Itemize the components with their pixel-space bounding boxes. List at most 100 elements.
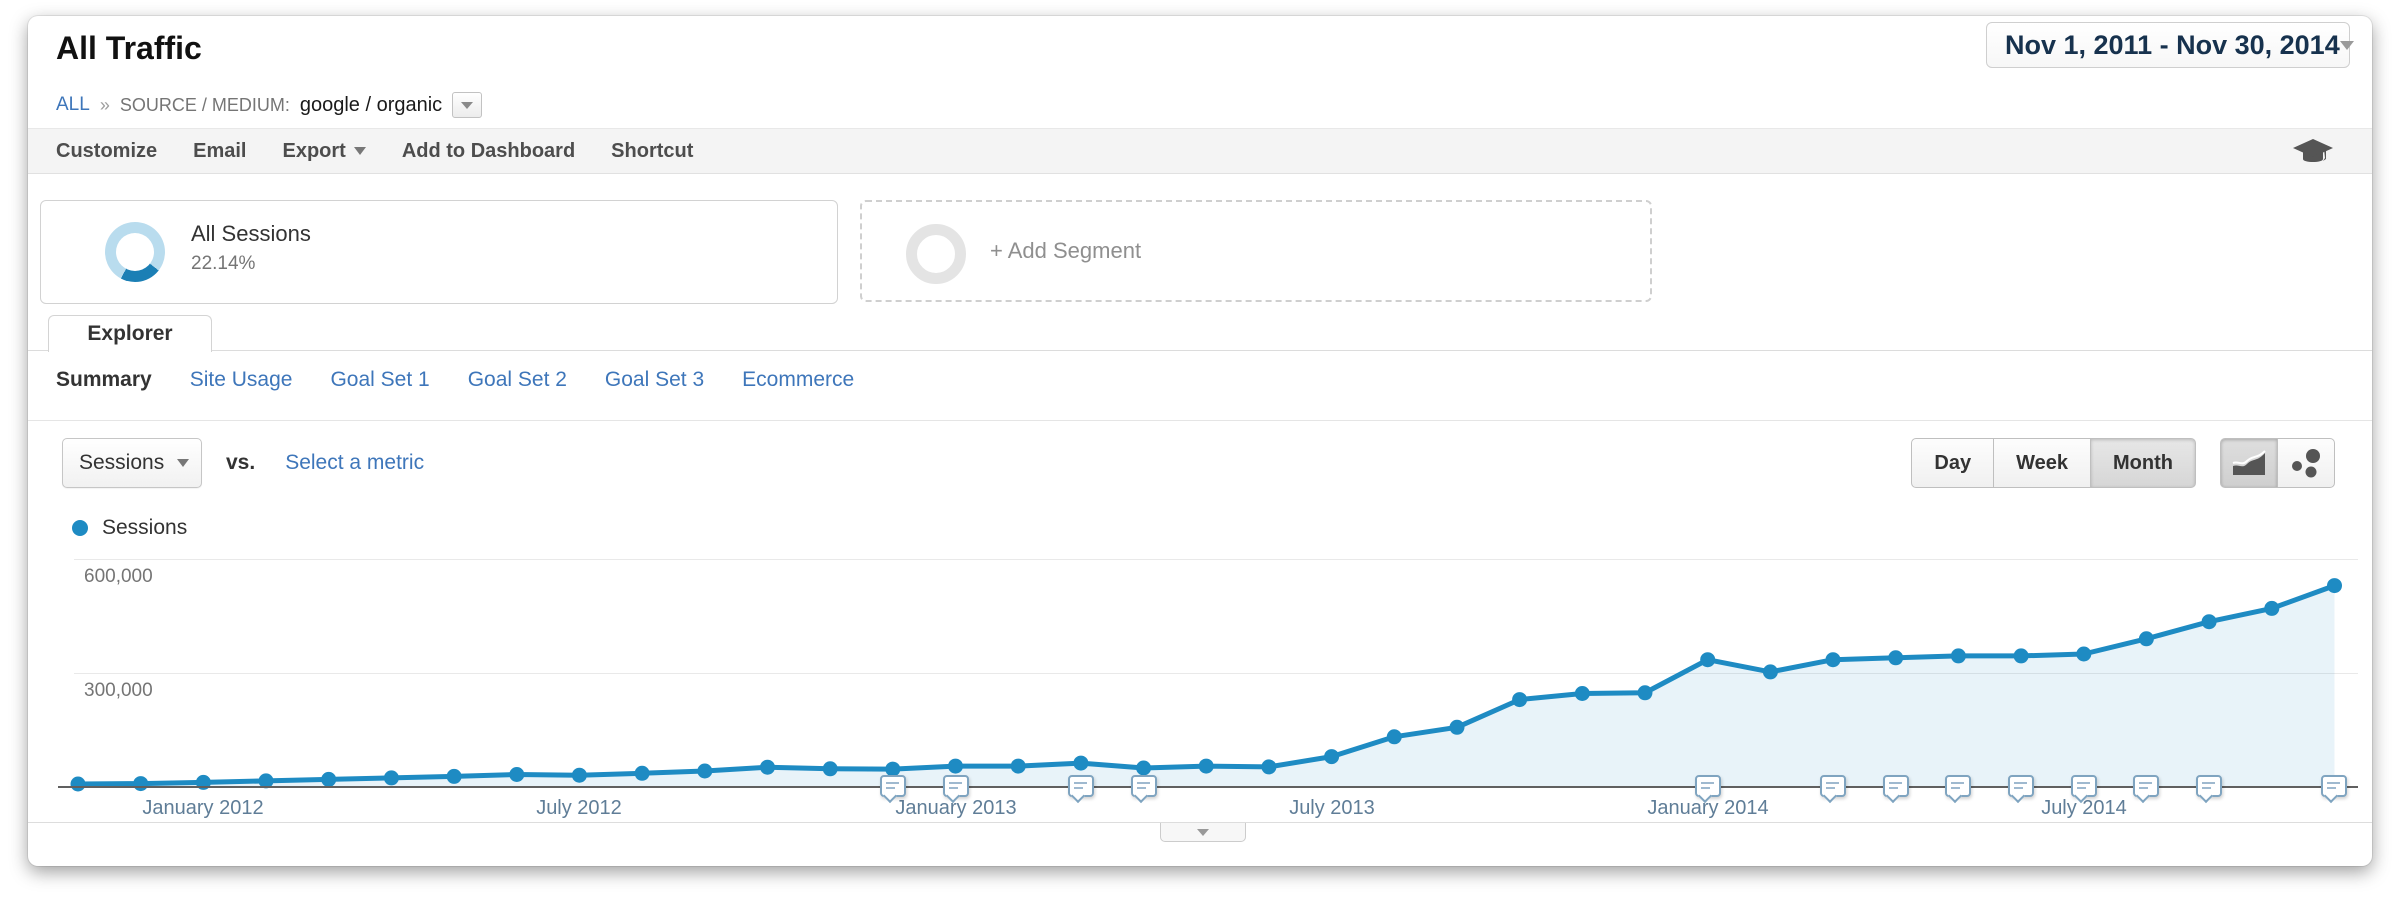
breadcrumb-dropdown-button[interactable] <box>452 92 483 118</box>
tab-explorer-label: Explorer <box>87 322 173 345</box>
toolbar-item-add-to-dashboard[interactable]: Add to Dashboard <box>402 140 575 163</box>
annotation-marker-nov-2014[interactable] <box>2321 775 2347 804</box>
select-metric-link[interactable]: Select a metric <box>285 451 425 474</box>
y-tick-label: 300,000 <box>84 680 153 701</box>
data-point-aug-2014[interactable] <box>2138 631 2154 647</box>
chevron-down-icon <box>1197 828 1209 836</box>
toolbar-item-label: Email <box>193 139 247 162</box>
annotation-marker-jul-2014[interactable] <box>2071 775 2097 804</box>
chart-bottom-divider <box>28 822 2372 823</box>
data-point-mar-2012[interactable] <box>321 771 337 787</box>
data-point-sep-2012[interactable] <box>697 763 713 779</box>
data-point-jan-2013[interactable] <box>948 758 963 774</box>
date-range-selector[interactable]: Nov 1, 2011 - Nov 30, 2014 <box>1986 22 2354 68</box>
annotation-marker-apr-2013[interactable] <box>1131 775 1157 804</box>
data-point-nov-2014[interactable] <box>2327 578 2342 594</box>
annotation-line <box>1137 782 1150 784</box>
data-point-apr-2013[interactable] <box>1136 760 1152 776</box>
annotation-line <box>1889 787 1898 789</box>
data-point-aug-2012[interactable] <box>634 765 650 781</box>
motion-chart-button[interactable] <box>2277 438 2335 488</box>
data-point-apr-2012[interactable] <box>383 770 399 786</box>
data-point-mar-2013[interactable] <box>1073 755 1089 771</box>
subtab-goal-set-1[interactable]: Goal Set 1 <box>330 368 430 391</box>
granularity-button-day[interactable]: Day <box>1911 438 1995 488</box>
data-point-feb-2012[interactable] <box>258 773 274 789</box>
chevron-down-icon <box>353 147 366 155</box>
granularity-button-month[interactable]: Month <box>2090 438 2196 488</box>
data-point-jul-2013[interactable] <box>1324 749 1340 765</box>
annotation-line <box>1826 787 1835 789</box>
annotation-marker-may-2014[interactable] <box>1945 775 1971 804</box>
metric-bar: Sessions vs. Select a metric <box>28 421 2372 505</box>
data-point-jul-2012[interactable] <box>571 767 587 783</box>
data-point-nov-2012[interactable] <box>822 761 838 777</box>
x-axis-line <box>58 786 2358 788</box>
data-point-jun-2014[interactable] <box>2013 648 2029 664</box>
toolbar-item-export[interactable]: Export <box>282 140 366 163</box>
data-point-dec-2013[interactable] <box>1637 685 1653 701</box>
toolbar-item-customize[interactable]: Customize <box>56 140 157 163</box>
tab-explorer[interactable]: Explorer <box>48 315 212 352</box>
data-point-feb-2014[interactable] <box>1762 664 1778 680</box>
data-point-jan-2014[interactable] <box>1700 652 1716 668</box>
segment-all-sessions[interactable]: All Sessions 22.14% <box>40 200 838 304</box>
data-point-sep-2014[interactable] <box>2201 614 2217 630</box>
gridline <box>74 559 2358 560</box>
data-point-jun-2012[interactable] <box>509 767 525 782</box>
annotation-marker-jun-2014[interactable] <box>2008 775 2034 804</box>
chart-area-fill <box>78 585 2335 787</box>
granularity-button-week[interactable]: Week <box>1993 438 2092 488</box>
data-point-may-2012[interactable] <box>446 768 462 784</box>
annotation-line <box>2202 782 2215 784</box>
add-segment-button[interactable]: + Add Segment <box>860 200 1652 302</box>
annotation-line <box>1701 787 1710 789</box>
annotation-marker-apr-2014[interactable] <box>1883 775 1909 804</box>
breadcrumb-all-link[interactable]: ALL <box>56 94 90 115</box>
annotation-line <box>2327 787 2336 789</box>
annotation-marker-aug-2014[interactable] <box>2133 775 2159 804</box>
data-point-dec-2011[interactable] <box>133 776 149 792</box>
data-point-aug-2013[interactable] <box>1386 729 1402 745</box>
subtab-summary[interactable]: Summary <box>56 368 152 391</box>
x-tick-label: July 2013 <box>1289 797 1375 819</box>
y-tick-label: 600,000 <box>84 566 153 587</box>
data-point-dec-2012[interactable] <box>885 761 901 777</box>
data-point-apr-2014[interactable] <box>1888 650 1904 666</box>
line-chart-button[interactable] <box>2220 438 2278 488</box>
annotation-marker-jan-2014[interactable] <box>1695 775 1721 804</box>
chart-controls: Day Week Month <box>1911 421 2335 505</box>
metric-dropdown[interactable]: Sessions <box>62 438 202 488</box>
annotation-marker-mar-2014[interactable] <box>1820 775 1846 804</box>
subtab-goal-set-2[interactable]: Goal Set 2 <box>467 368 567 391</box>
data-point-jun-2013[interactable] <box>1261 759 1277 775</box>
data-point-oct-2014[interactable] <box>2264 600 2280 616</box>
education-center-button[interactable] <box>2290 137 2336 174</box>
annotation-line <box>1951 782 1964 784</box>
metric-dropdown-label: Sessions <box>79 451 165 474</box>
data-point-may-2014[interactable] <box>1950 648 1966 664</box>
toolbar-item-label: Shortcut <box>611 139 694 162</box>
subtab-ecommerce[interactable]: Ecommerce <box>742 368 855 391</box>
data-point-mar-2014[interactable] <box>1825 652 1841 668</box>
sessions-line-chart <box>70 578 2342 792</box>
annotation-marker-jan-2013[interactable] <box>943 775 969 804</box>
segment-percent: 22.14% <box>191 253 256 274</box>
subtab-goal-set-3[interactable]: Goal Set 3 <box>604 368 705 391</box>
data-point-oct-2013[interactable] <box>1512 692 1528 708</box>
graduation-cap-icon <box>2293 139 2333 162</box>
subtab-site-usage[interactable]: Site Usage <box>189 368 293 391</box>
data-point-may-2013[interactable] <box>1198 758 1214 774</box>
collapse-chart-tab[interactable] <box>1160 823 1246 842</box>
data-point-nov-2013[interactable] <box>1574 686 1590 701</box>
data-point-nov-2011[interactable] <box>70 776 86 792</box>
data-point-oct-2012[interactable] <box>760 759 775 775</box>
data-point-feb-2013[interactable] <box>1010 758 1026 774</box>
annotation-marker-sep-2014[interactable] <box>2196 775 2222 804</box>
annotation-marker-dec-2012[interactable] <box>880 775 906 804</box>
data-point-jul-2014[interactable] <box>2076 646 2092 662</box>
toolbar-item-shortcut[interactable]: Shortcut <box>611 140 693 163</box>
toolbar-item-email[interactable]: Email <box>193 140 246 163</box>
data-point-sep-2013[interactable] <box>1449 719 1465 735</box>
annotation-marker-mar-2013[interactable] <box>1068 775 1094 804</box>
